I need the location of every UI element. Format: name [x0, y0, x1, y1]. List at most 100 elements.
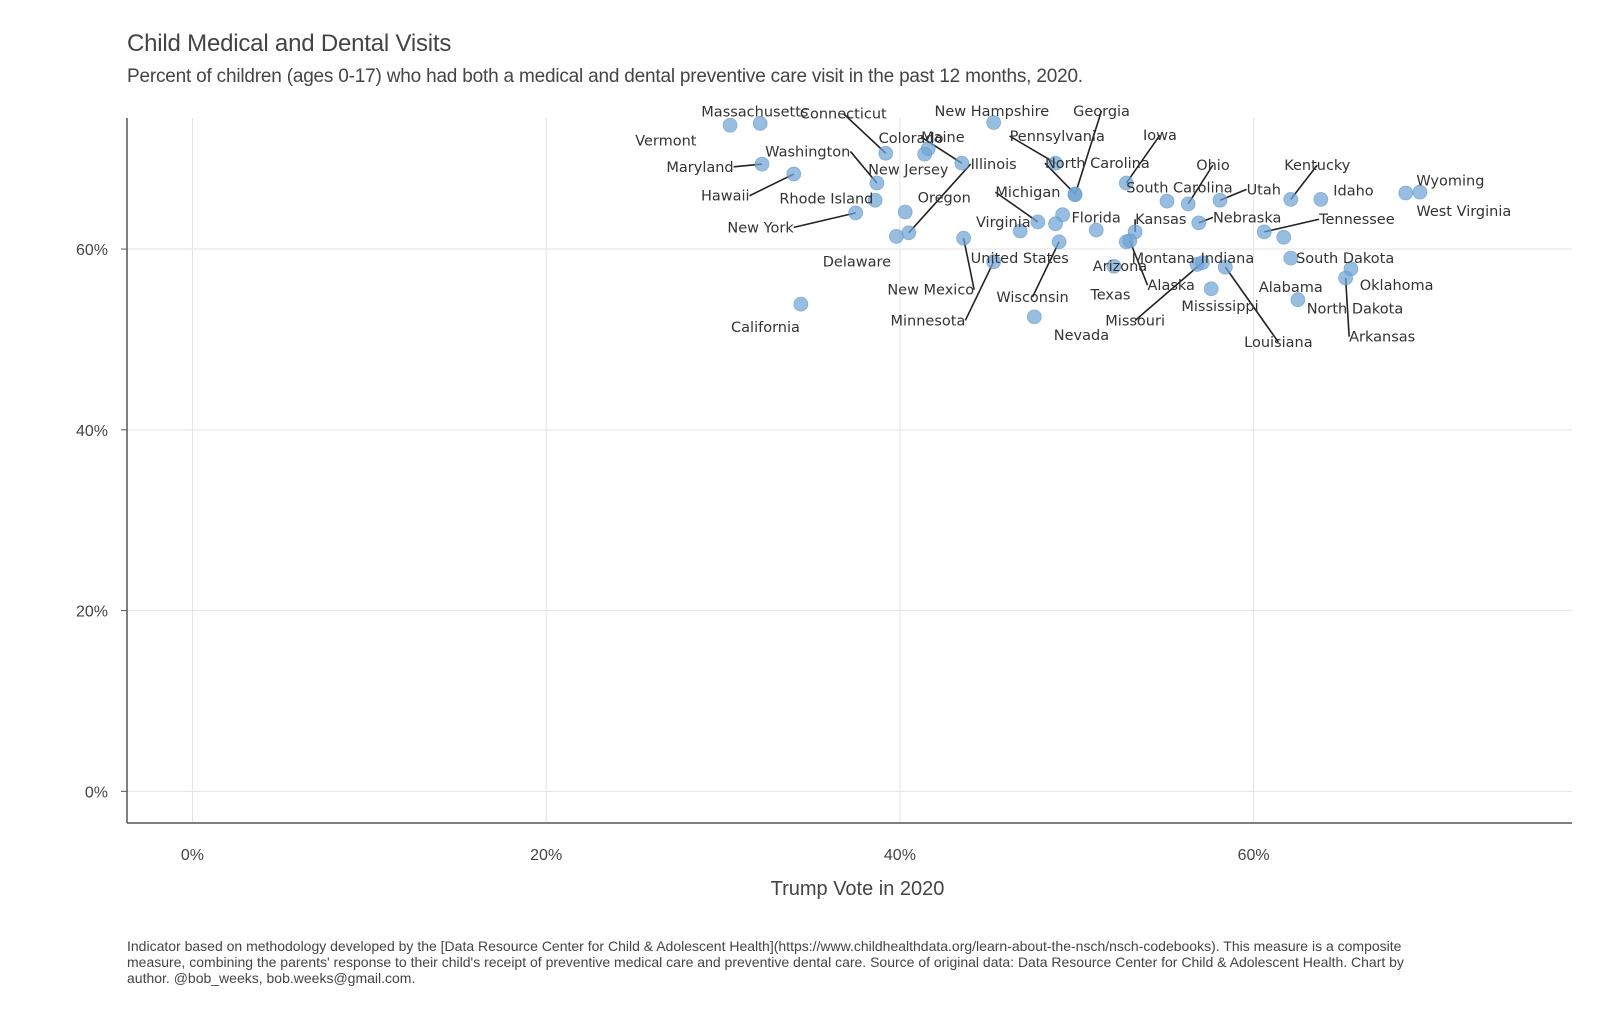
point-label: Minnesota — [891, 313, 966, 329]
point-label: Rhode Island — [779, 191, 873, 207]
point-label: Montana — [1132, 251, 1195, 267]
data-point — [1048, 216, 1063, 232]
point-label: Michigan — [995, 185, 1060, 201]
point-label: Washington — [765, 144, 850, 160]
data-point — [848, 205, 864, 221]
data-point — [1194, 255, 1210, 271]
point-label: Mississippi — [1181, 299, 1258, 315]
data-point — [1217, 259, 1233, 275]
leader-line — [908, 163, 972, 234]
data-point — [1290, 292, 1306, 308]
point-label: Arizona — [1093, 259, 1147, 275]
leader-line — [1224, 266, 1280, 343]
data-point — [1203, 281, 1219, 297]
data-point — [1051, 234, 1067, 250]
leader-line — [793, 212, 856, 229]
leader-line — [964, 261, 995, 321]
data-point — [1276, 229, 1292, 245]
data-point — [869, 175, 885, 191]
point-label: Illinois — [971, 157, 1017, 173]
x-tick-label: 60% — [1238, 847, 1270, 864]
point-label: Wisconsin — [996, 290, 1068, 306]
data-point — [1338, 270, 1354, 286]
point-label: Connecticut — [800, 106, 887, 122]
point-label: Hawaii — [701, 189, 750, 205]
data-point — [752, 116, 768, 131]
point-label: Utah — [1247, 182, 1281, 198]
leader-line — [1129, 240, 1149, 286]
point-label: Oregon — [918, 191, 971, 207]
point-label: Wyoming — [1416, 173, 1484, 189]
data-point — [867, 192, 883, 208]
data-point — [1122, 233, 1138, 249]
point-label: Ohio — [1196, 158, 1230, 174]
data-points — [722, 115, 1428, 325]
leader-line — [1134, 262, 1203, 322]
y-tick-label: 20% — [76, 604, 108, 621]
point-label: Nevada — [1054, 328, 1109, 344]
data-point — [897, 204, 913, 220]
data-point — [793, 296, 809, 312]
data-point — [1012, 223, 1028, 239]
point-label: Georgia — [1073, 104, 1130, 120]
x-tick-label: 0% — [181, 847, 204, 864]
point-label: Alabama — [1259, 280, 1323, 296]
x-axis-title: Trump Vote in 2020 — [771, 878, 945, 900]
leader-line — [1187, 164, 1214, 205]
point-label: Texas — [1089, 287, 1130, 303]
point-label: Oklahoma — [1360, 278, 1434, 294]
point-label: Missouri — [1105, 313, 1165, 329]
data-point — [1256, 224, 1272, 240]
data-point — [722, 117, 738, 133]
point-label: West Virginia — [1416, 204, 1511, 220]
x-tick-label: 20% — [530, 847, 562, 864]
point-label: Kentucky — [1284, 158, 1351, 174]
point-label: Virginia — [976, 215, 1031, 231]
gridlines — [127, 118, 1572, 823]
point-label: Delaware — [823, 255, 891, 271]
chart-caption: Indicator based on methodology developed… — [127, 938, 1404, 986]
point-label: New Mexico — [887, 283, 974, 299]
point-label: New Hampshire — [935, 104, 1050, 120]
point-label: Iowa — [1143, 128, 1177, 144]
point-label: California — [731, 320, 800, 336]
leader-line — [1074, 110, 1103, 196]
data-point — [901, 225, 917, 241]
point-label: South Dakota — [1296, 251, 1394, 267]
point-label: Tennessee — [1318, 212, 1395, 228]
point-label: Massachusetts — [701, 105, 808, 121]
data-point — [888, 229, 904, 244]
axes: 0% 20% 40% 60% 0% 20% 40% 60% — [76, 118, 1572, 864]
data-point — [1118, 175, 1134, 191]
y-tick-label: 40% — [76, 423, 108, 440]
data-point — [1283, 250, 1299, 266]
point-label: Louisiana — [1244, 335, 1312, 351]
point-label: Idaho — [1333, 183, 1374, 199]
chart-title: Child Medical and Dental Visits — [127, 30, 452, 57]
y-tick-label: 0% — [85, 784, 108, 801]
leader-line — [1031, 241, 1060, 298]
point-label: Nebraska — [1213, 210, 1281, 226]
data-point — [917, 146, 933, 162]
data-point — [1212, 192, 1228, 208]
data-point — [1180, 196, 1196, 212]
point-label: Alaska — [1148, 278, 1195, 294]
point-label: Indiana — [1201, 251, 1255, 267]
data-point — [954, 155, 970, 171]
point-label: New Jersey — [868, 163, 949, 179]
leader-line — [1344, 277, 1350, 337]
data-point — [956, 230, 971, 246]
point-label: Maine — [921, 130, 965, 146]
chart-subtitle: Percent of children (ages 0-17) who had … — [127, 66, 1083, 87]
leader-line — [1009, 135, 1056, 164]
point-label: New York — [727, 220, 794, 236]
data-point — [1067, 186, 1083, 202]
point-label: North Dakota — [1307, 302, 1404, 318]
data-point — [1283, 191, 1299, 207]
data-point — [1412, 184, 1428, 200]
point-label: Florida — [1071, 210, 1120, 226]
data-point — [1191, 215, 1207, 231]
point-label: United States — [971, 251, 1069, 267]
